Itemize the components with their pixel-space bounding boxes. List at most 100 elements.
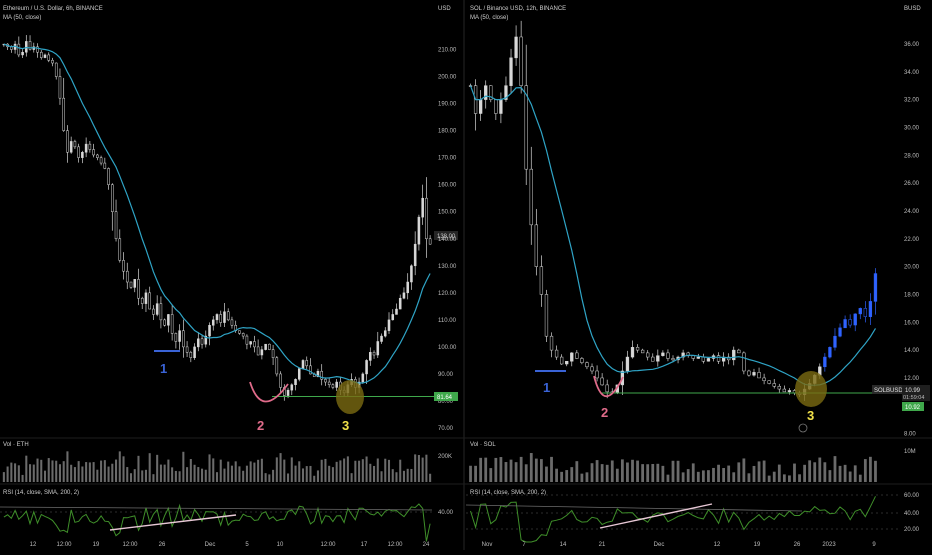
y-tick-label: 110.00 (438, 318, 457, 324)
volume-bar (159, 464, 162, 482)
x-tick-label: 7 (522, 542, 526, 548)
volume-bar (417, 455, 420, 482)
candle (327, 381, 331, 385)
volume-bar (636, 460, 639, 482)
candle (118, 238, 122, 261)
volume-bar (798, 474, 801, 482)
candle (828, 347, 832, 358)
candle (77, 146, 80, 158)
candle (777, 386, 781, 390)
candle (309, 365, 312, 375)
candle (111, 184, 114, 212)
volume-bar (85, 462, 88, 482)
candle (144, 292, 148, 304)
rsi-tick-label: 20.00 (904, 527, 920, 533)
volume-bar (152, 474, 155, 482)
candle (823, 356, 827, 368)
candle (376, 341, 380, 356)
volume-bar (294, 465, 297, 482)
sol-currency: BUSD (904, 6, 921, 12)
y-tick-label: 170.00 (438, 156, 457, 162)
candle (331, 384, 335, 388)
volume-bar (234, 461, 237, 482)
y-tick-label: 28.00 (904, 153, 920, 159)
candle (605, 384, 609, 393)
volume-bar (570, 467, 574, 482)
candle (646, 352, 650, 358)
volume-bar (656, 463, 660, 482)
candle (264, 343, 267, 350)
y-tick-label: 18.00 (904, 292, 920, 298)
sol-rsi-divergence (599, 503, 713, 529)
volume-bar (651, 463, 655, 482)
candle (565, 360, 569, 365)
volume-bar (469, 465, 472, 482)
volume-bar (808, 460, 812, 482)
x-tick-label: 21 (599, 542, 606, 548)
candle (88, 143, 92, 150)
candle (410, 265, 413, 283)
candle (762, 377, 766, 381)
y-tick-label: 34.00 (904, 70, 920, 76)
volume-bar (818, 457, 822, 482)
candle (253, 341, 256, 348)
rsi-tick-label: 40.00 (904, 511, 920, 517)
eth-price-badge: 81.64 (434, 392, 458, 401)
candle (226, 311, 230, 321)
volume-bar (29, 464, 32, 482)
x-tick-label: 24 (423, 542, 430, 548)
candle (372, 352, 376, 356)
candle (524, 85, 528, 170)
candle (47, 54, 51, 61)
candle (193, 346, 196, 358)
volume-bar (230, 465, 233, 482)
volume-bar (43, 470, 47, 482)
volume-bar (156, 454, 159, 482)
volume-bar (144, 469, 147, 482)
candle (737, 349, 741, 354)
x-tick-label: 12 (30, 542, 37, 548)
volume-bar (215, 472, 219, 482)
volume-bar (316, 470, 319, 482)
volume-bar (118, 451, 121, 482)
event-icon[interactable] (798, 423, 808, 433)
volume-bar (545, 466, 548, 482)
volume-bar (395, 472, 398, 482)
volume-bar (712, 467, 715, 482)
volume-bar (55, 460, 58, 482)
volume-bar (631, 459, 634, 482)
eth-currency: USD (438, 6, 451, 12)
candle (219, 314, 223, 323)
rsi-tick-label: 40.00 (438, 510, 454, 516)
candle (656, 355, 660, 362)
volume-bar (540, 459, 543, 482)
x-tick-label: 5 (245, 542, 249, 548)
eth-rsi-label: RSI (14, close, SMA, 200, 2) (3, 490, 79, 496)
volume-bar (646, 464, 650, 482)
volume-bar (107, 466, 110, 482)
y-tick-label: 8.00 (904, 432, 916, 438)
candle (260, 349, 264, 356)
candle (479, 99, 483, 114)
volume-bar (339, 460, 342, 482)
candle (742, 352, 746, 372)
candle (125, 270, 129, 283)
volume-bar (331, 467, 334, 482)
volume-bar (410, 468, 413, 482)
sol-panel[interactable]: SOL / Binance USD, 12h, BINANCE MA (50, … (465, 6, 930, 548)
eth-panel[interactable]: Ethereum / U.S. Dollar, 6h, BINANCE MA (… (0, 6, 458, 548)
candle (570, 352, 574, 362)
volume-bar (788, 475, 791, 482)
y-tick-label: 70.00 (438, 426, 454, 432)
candle (428, 238, 432, 245)
volume-bar (595, 460, 599, 482)
volume-bar (747, 473, 751, 482)
candle (833, 335, 837, 348)
y-tick-label: 20.00 (904, 265, 920, 271)
volume-bar (752, 465, 756, 482)
y-tick-label: 180.00 (438, 129, 457, 135)
volume-bar (610, 460, 614, 482)
sol-symbol-badge: SOLBUSD (872, 385, 903, 394)
volume-bar (858, 474, 862, 482)
